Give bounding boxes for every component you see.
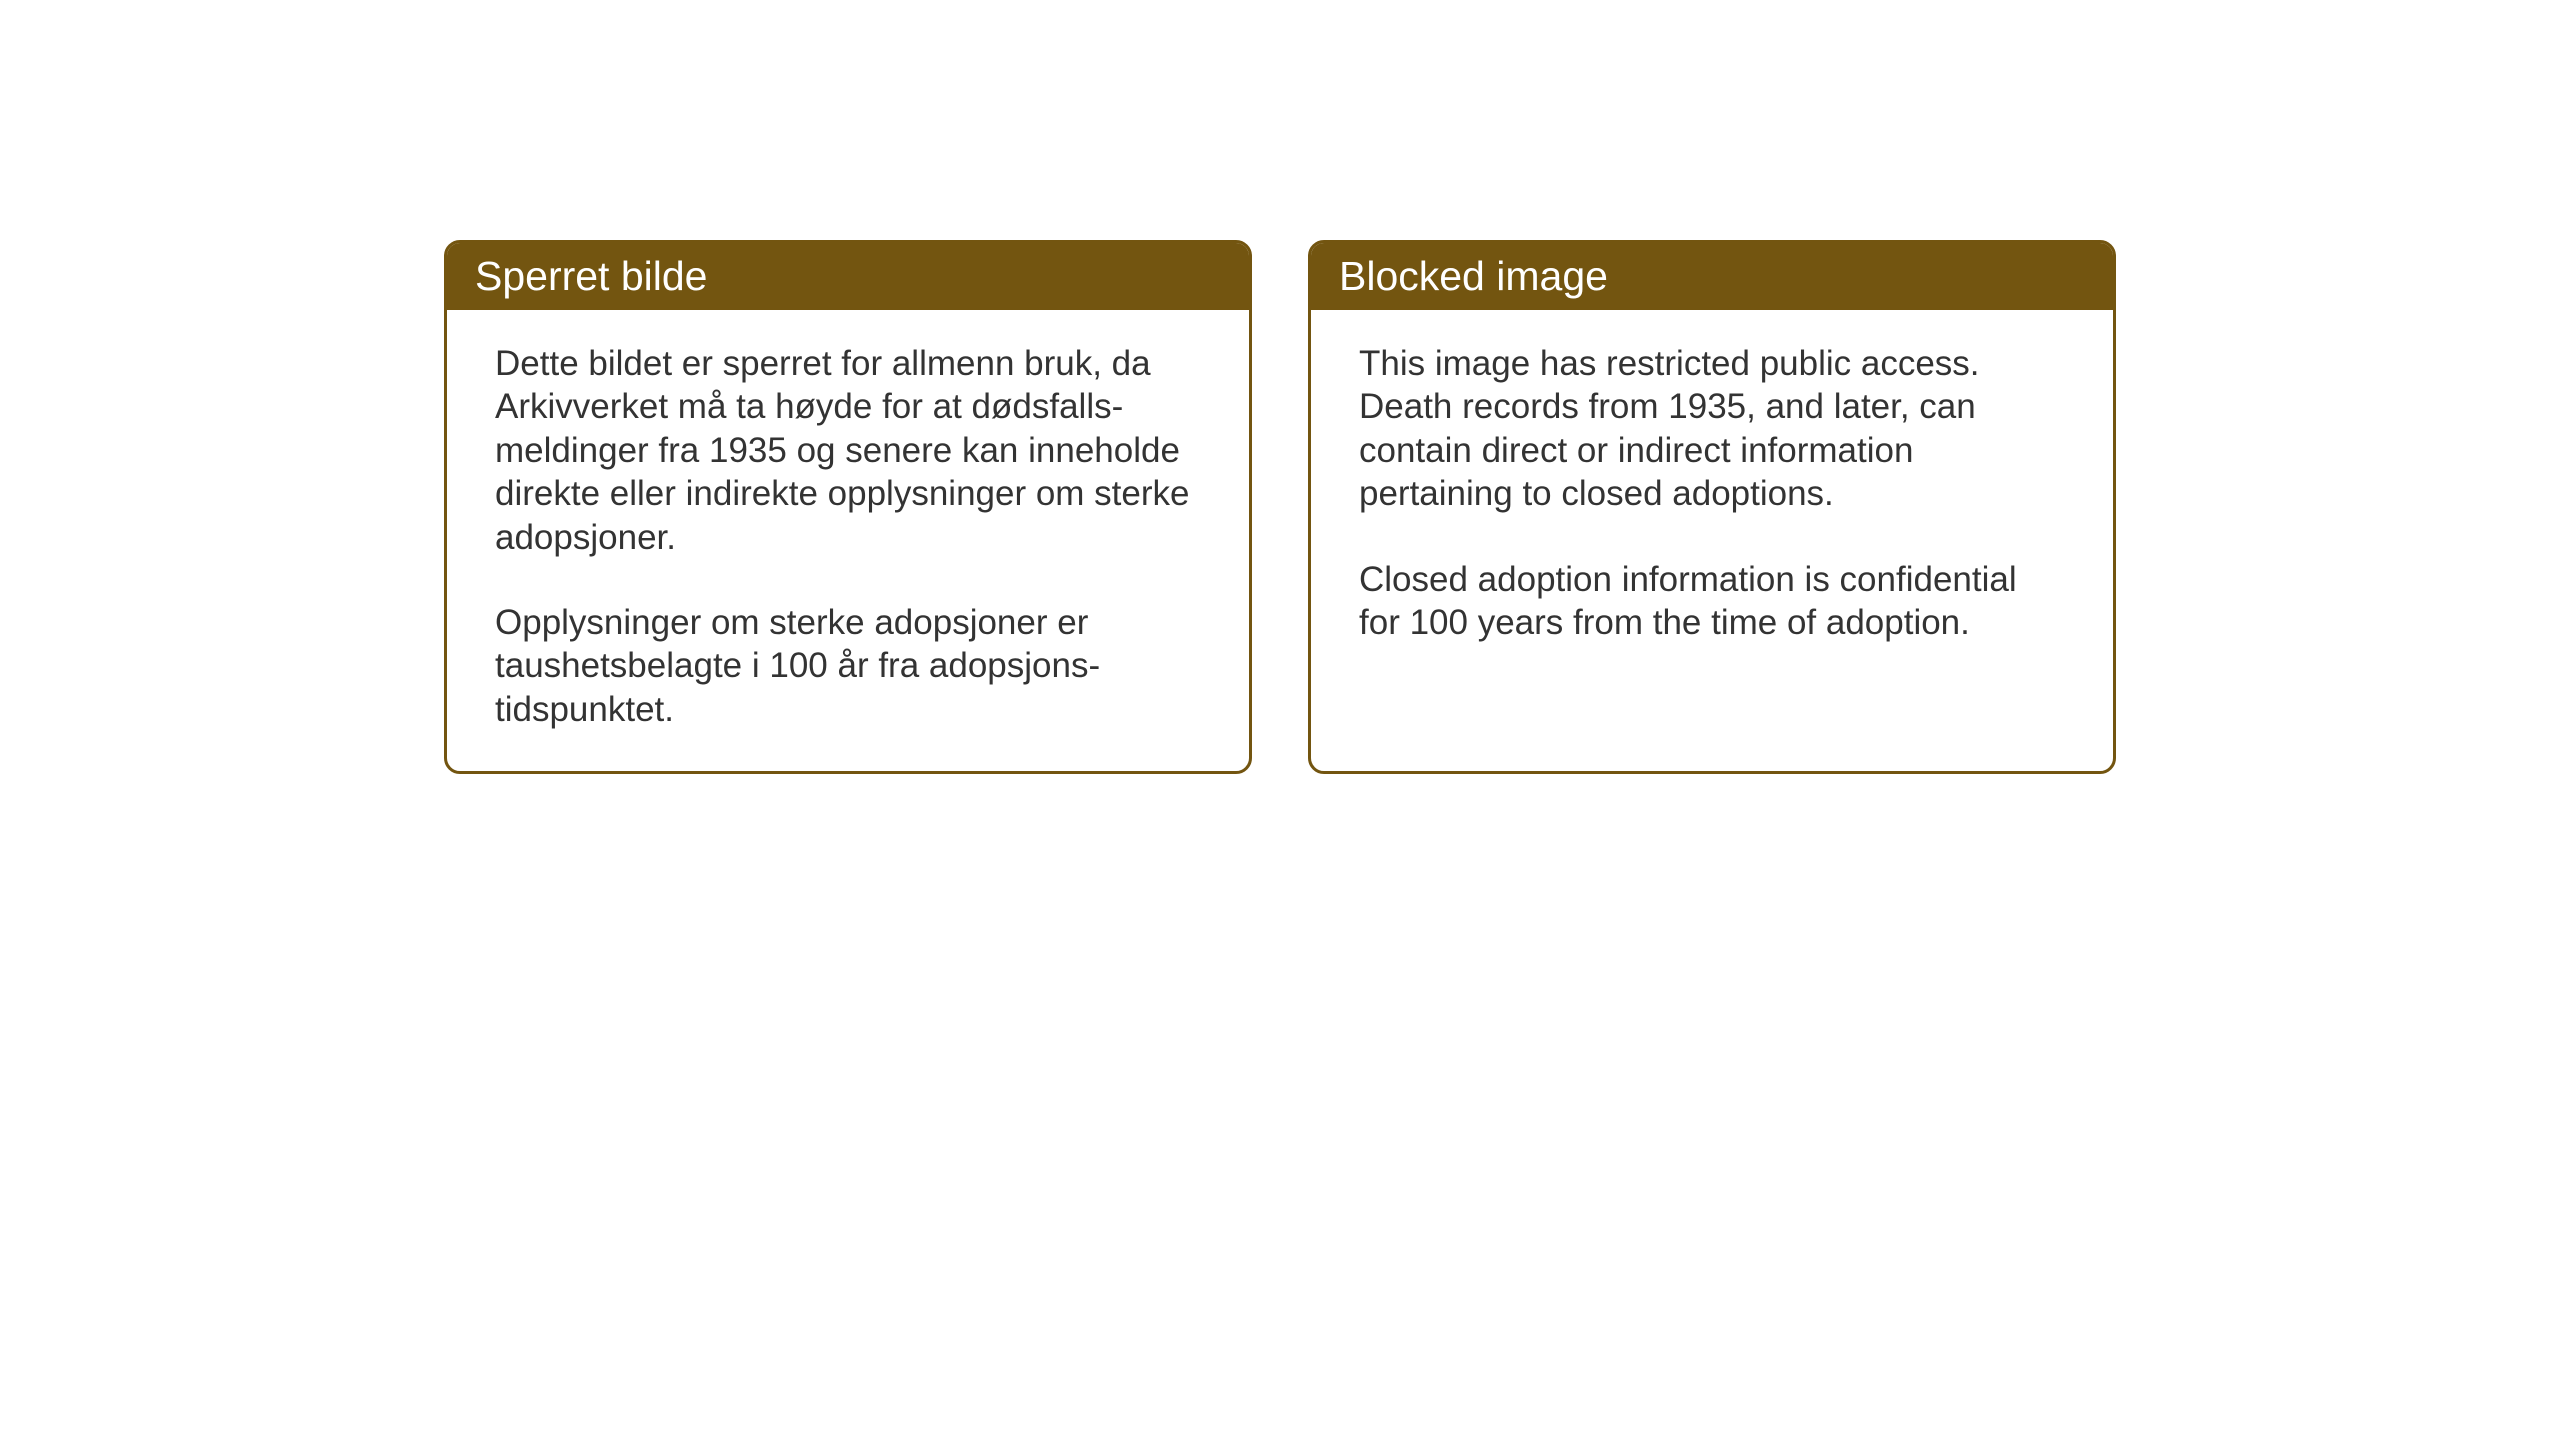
norwegian-paragraph-1: Dette bildet er sperret for allmenn bruk…	[495, 342, 1201, 559]
english-paragraph-2: Closed adoption information is confident…	[1359, 558, 2065, 645]
english-card-title: Blocked image	[1311, 243, 2113, 310]
norwegian-paragraph-2: Opplysninger om sterke adopsjoner er tau…	[495, 601, 1201, 731]
english-paragraph-1: This image has restricted public access.…	[1359, 342, 2065, 516]
english-notice-card: Blocked image This image has restricted …	[1308, 240, 2116, 774]
norwegian-notice-card: Sperret bilde Dette bildet er sperret fo…	[444, 240, 1252, 774]
notice-cards-container: Sperret bilde Dette bildet er sperret fo…	[444, 240, 2116, 774]
norwegian-card-body: Dette bildet er sperret for allmenn bruk…	[447, 310, 1249, 771]
english-card-body: This image has restricted public access.…	[1311, 310, 2113, 684]
norwegian-card-title: Sperret bilde	[447, 243, 1249, 310]
